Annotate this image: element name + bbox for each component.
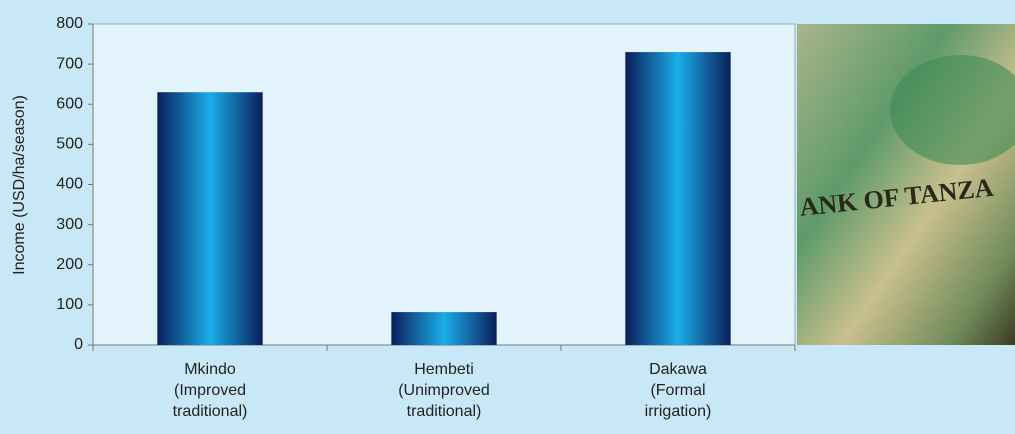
bar — [157, 92, 263, 346]
x-tick-label: Dakawa (Formal irrigation) — [644, 361, 712, 420]
bar — [625, 52, 731, 346]
y-tick-label: 400 — [56, 176, 83, 193]
y-tick-label: 100 — [56, 296, 83, 313]
x-tick-label: Hembeti (Unimproved traditional) — [398, 361, 490, 420]
y-tick-label: 0 — [74, 336, 83, 353]
y-tick-label: 300 — [56, 216, 83, 233]
y-tick-label: 700 — [56, 55, 83, 72]
y-tick-label: 800 — [56, 15, 83, 32]
y-tick-label: 200 — [56, 256, 83, 273]
y-axis-label: Income (USD/ha/season) — [11, 95, 28, 275]
bar — [391, 312, 497, 345]
x-tick-label: Mkindo (Improved traditional) — [172, 361, 248, 420]
photo-detail — [890, 55, 1015, 165]
y-tick-label: 500 — [56, 136, 83, 153]
y-tick-label: 600 — [56, 95, 83, 112]
